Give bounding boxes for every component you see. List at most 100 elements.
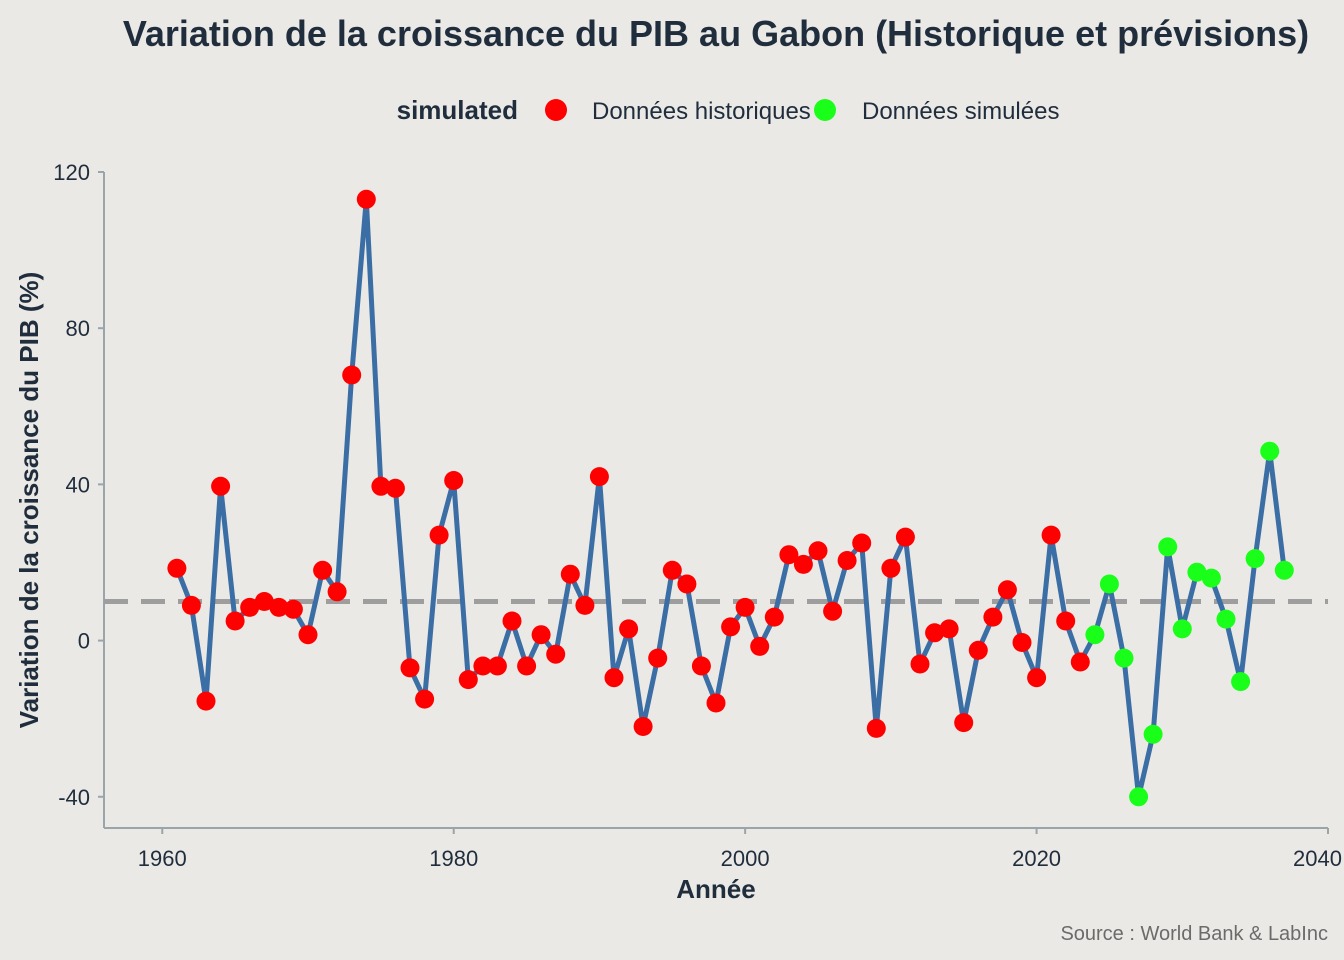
- historical-point-1980: [444, 471, 464, 490]
- y-tick-label: 120: [53, 160, 90, 185]
- historical-point-2000: [735, 597, 755, 617]
- historical-point-1983: [487, 656, 507, 676]
- historical-point-1966: [240, 597, 260, 617]
- simulated-point-2033: [1216, 609, 1236, 629]
- y-tick-label: 40: [66, 472, 90, 497]
- simulated-point-2025: [1099, 574, 1119, 594]
- y-axis-ticks: -40 0 40 80 120: [53, 160, 104, 810]
- x-tick-label: 2040: [1293, 846, 1342, 871]
- historical-point-2006: [823, 601, 843, 621]
- legend: simulated Données historiques Données si…: [397, 95, 1060, 125]
- historical-point-2017: [983, 607, 1003, 627]
- simulated-point-2030: [1172, 619, 1192, 639]
- x-tick-label: 1980: [429, 846, 478, 871]
- historical-point-1970: [298, 625, 318, 645]
- historical-point-1973: [342, 365, 362, 385]
- simulated-point-2034: [1231, 672, 1251, 692]
- simulated-point-2037: [1274, 560, 1294, 580]
- historical-point-2019: [1012, 633, 1032, 652]
- historical-point-2018: [997, 580, 1017, 600]
- x-axis-title: Année: [676, 874, 755, 904]
- simulated-point-2036: [1260, 441, 1280, 461]
- historical-point-1977: [400, 658, 420, 678]
- historical-point-1987: [546, 644, 566, 664]
- historical-point-2012: [910, 654, 930, 674]
- historical-point-1999: [721, 617, 741, 637]
- historical-point-1991: [604, 668, 624, 688]
- historical-point-1997: [691, 656, 711, 676]
- simulated-point-2028: [1143, 724, 1163, 744]
- historical-point-1964: [211, 476, 231, 496]
- legend-marker-historical: [545, 99, 567, 121]
- simulated-point-2024: [1085, 625, 1105, 645]
- historical-point-1996: [677, 574, 697, 594]
- historical-point-2020: [1027, 668, 1047, 688]
- x-axis-ticks: 1960 1980 2000 2020 2040: [138, 828, 1342, 871]
- chart-title: Variation de la croissance du PIB au Gab…: [123, 13, 1309, 54]
- source-caption: Source : World Bank & LabInc: [1060, 923, 1328, 945]
- historical-point-2008: [852, 533, 872, 553]
- historical-point-1971: [313, 560, 333, 580]
- legend-label-simulated: Données simulées: [862, 98, 1059, 125]
- historical-point-2003: [779, 545, 799, 565]
- historical-point-1986: [531, 625, 551, 645]
- historical-point-1974: [356, 189, 376, 209]
- legend-marker-simulated: [814, 99, 836, 121]
- historical-point-1968: [269, 597, 289, 617]
- historical-point-2009: [866, 718, 886, 738]
- historical-point-1993: [633, 717, 653, 736]
- historical-point-2013: [925, 623, 945, 643]
- x-tick-label: 2000: [721, 846, 770, 871]
- historical-point-2010: [881, 558, 901, 578]
- data-points: [167, 189, 1294, 807]
- historical-point-2021: [1041, 525, 1061, 545]
- y-tick-label: 80: [66, 316, 90, 341]
- historical-point-1975: [371, 476, 391, 496]
- historical-point-2015: [954, 713, 974, 733]
- simulated-point-2027: [1129, 787, 1149, 807]
- y-tick-label: 0: [78, 629, 90, 654]
- historical-point-1998: [706, 693, 726, 713]
- historical-point-2004: [793, 554, 813, 574]
- simulated-point-2032: [1201, 568, 1221, 588]
- x-tick-label: 2020: [1012, 846, 1061, 871]
- historical-point-1990: [589, 467, 609, 487]
- historical-point-1967: [254, 592, 274, 611]
- historical-point-1981: [458, 670, 478, 690]
- historical-point-1965: [225, 611, 245, 631]
- historical-point-2011: [895, 527, 915, 547]
- simulated-point-2026: [1114, 648, 1134, 668]
- historical-point-2001: [750, 636, 770, 656]
- historical-point-2014: [939, 619, 959, 639]
- simulated-point-2029: [1158, 537, 1178, 557]
- historical-point-1978: [415, 689, 435, 709]
- historical-point-1995: [662, 560, 682, 580]
- historical-point-2007: [837, 551, 857, 570]
- gdp-growth-line: [174, 196, 1287, 800]
- historical-point-1972: [327, 582, 347, 602]
- x-tick-label: 1960: [138, 846, 187, 871]
- historical-point-1976: [385, 478, 405, 498]
- y-tick-label: -40: [58, 785, 90, 810]
- historical-point-1989: [575, 595, 595, 615]
- historical-point-1961: [167, 558, 187, 578]
- historical-point-1992: [619, 619, 639, 639]
- historical-point-1985: [517, 656, 537, 676]
- historical-point-1962: [181, 595, 201, 615]
- historical-point-2023: [1070, 652, 1090, 672]
- legend-title: simulated: [397, 95, 518, 125]
- historical-point-1979: [429, 525, 449, 545]
- historical-point-2016: [968, 640, 988, 660]
- simulated-point-2035: [1245, 549, 1265, 569]
- historical-point-1969: [283, 599, 303, 619]
- historical-point-2022: [1056, 611, 1076, 631]
- historical-point-1988: [560, 564, 580, 584]
- historical-point-1982: [473, 656, 493, 676]
- historical-point-1984: [502, 611, 522, 631]
- historical-point-1963: [196, 691, 216, 711]
- y-axis-title: Variation de la croissance du PIB (%): [14, 272, 44, 729]
- historical-point-2002: [764, 607, 784, 627]
- historical-point-1994: [648, 648, 668, 668]
- legend-label-historical: Données historiques: [592, 98, 811, 125]
